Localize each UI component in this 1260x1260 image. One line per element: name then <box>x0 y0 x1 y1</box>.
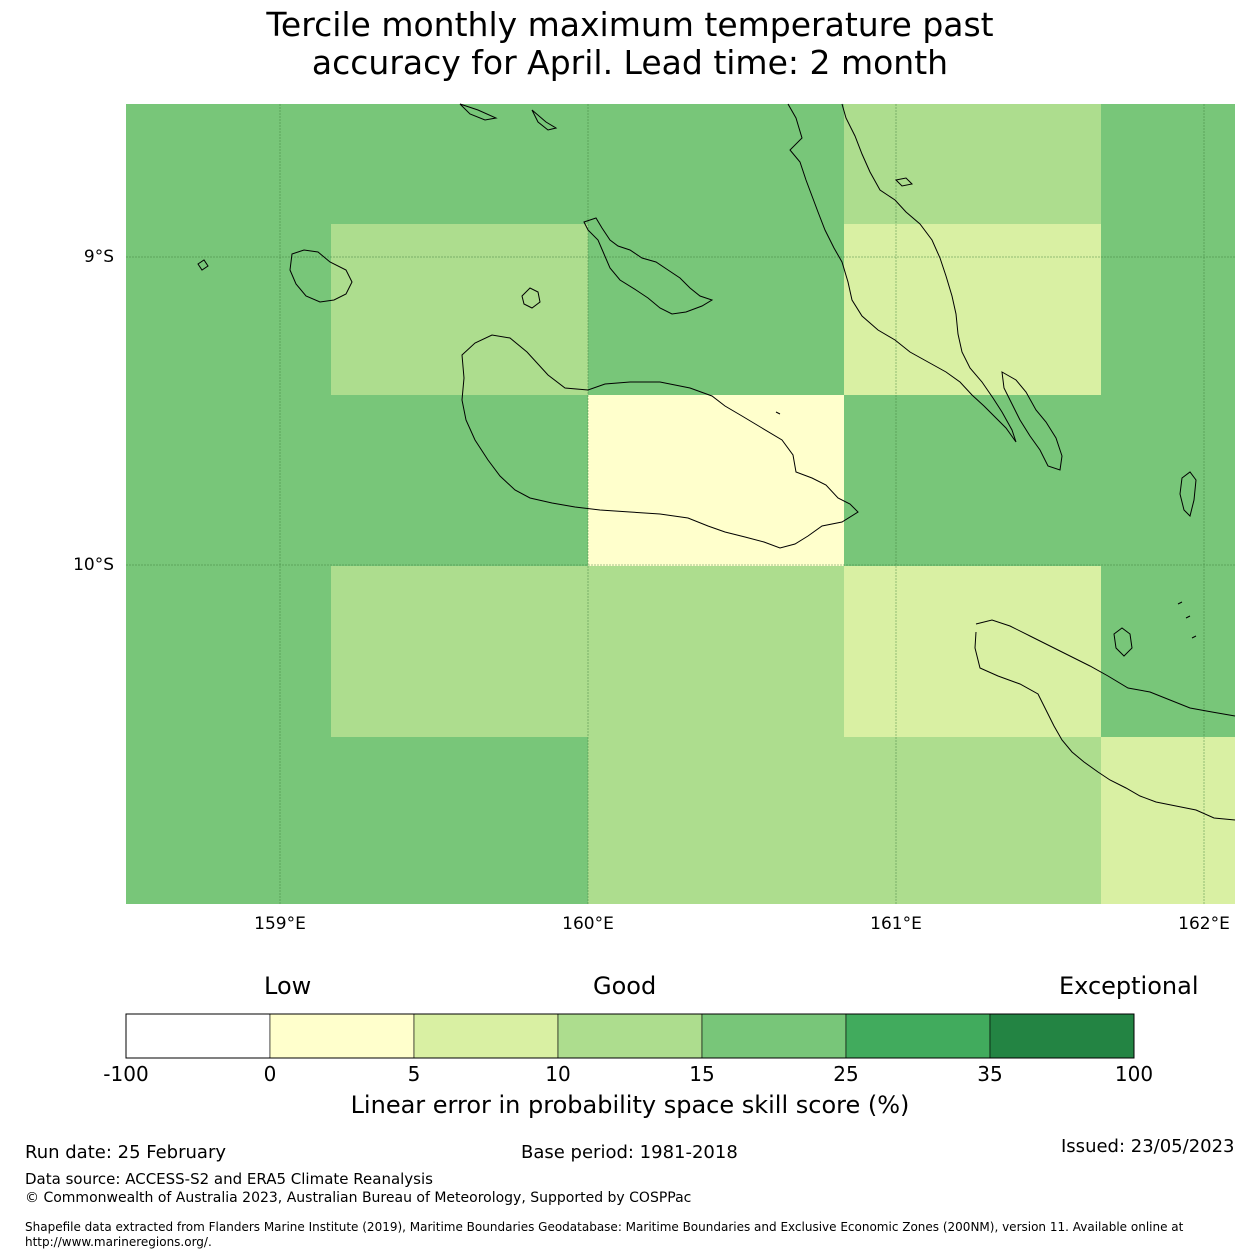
coastline-ulawa <box>1113 627 1133 657</box>
coastline-savo <box>521 287 541 309</box>
colorbar-tick: 5 <box>407 1062 421 1086</box>
coastline-small-malaita <box>1001 371 1063 471</box>
colorbar-tick: 0 <box>263 1062 277 1086</box>
colorbar <box>125 1013 1135 1059</box>
colorbar-tick: -100 <box>103 1062 149 1086</box>
colorbar-segment <box>413 1013 559 1059</box>
lon-label-161e: 161°E <box>870 914 922 934</box>
skill-grid <box>126 104 1235 904</box>
coastline-small-islets <box>775 177 1197 639</box>
grid-cell <box>844 395 1235 566</box>
coastline-malaita <box>787 103 1017 443</box>
colorbar-tick: 35 <box>977 1062 1003 1086</box>
colorbar-tick: 100 <box>1114 1062 1154 1086</box>
grid-cell <box>1101 104 1235 224</box>
grid-cell <box>126 737 588 904</box>
colorbar-segment <box>701 1013 847 1059</box>
grid-cell <box>588 224 844 395</box>
coastline-makira <box>974 619 1236 821</box>
colorbar-segment <box>269 1013 415 1059</box>
coastline-guadalcanal <box>461 334 859 549</box>
colorbar-title: Linear error in probability space skill … <box>350 1091 910 1119</box>
grid-cell <box>331 566 844 737</box>
base-period: Base period: 1981-2018 <box>521 1142 738 1163</box>
grid-cell <box>1101 566 1235 737</box>
lat-label-10s: 10°S <box>73 555 114 575</box>
map-title: Tercile monthly maximum temperature past… <box>0 6 1260 82</box>
grid-cell <box>126 224 331 395</box>
coastline-east-islet <box>1179 471 1197 517</box>
category-low: Low <box>264 972 312 1000</box>
data-source: Data source: ACCESS-S2 and ERA5 Climate … <box>25 1170 433 1188</box>
grid-cell <box>331 224 588 395</box>
grid-cell <box>588 395 844 566</box>
category-exceptional: Exceptional <box>1059 972 1199 1000</box>
colorbar-segment <box>125 1013 271 1059</box>
copyright: © Commonwealth of Australia 2023, Austra… <box>25 1190 692 1206</box>
shapefile-credit: Shapefile data extracted from Flanders M… <box>25 1220 1184 1249</box>
category-good: Good <box>593 972 657 1000</box>
lat-label-9s: 9°S <box>84 247 114 267</box>
colorbar-tick: 15 <box>689 1062 715 1086</box>
grid-cell <box>126 104 844 224</box>
coastline-russell <box>289 249 353 303</box>
grid-cell <box>1101 737 1235 904</box>
colorbar-tick: 25 <box>833 1062 859 1086</box>
grid-cell <box>1101 224 1235 395</box>
axis-labels: 9°S 10°S 159°E 160°E 161°E 162°E <box>73 247 1230 934</box>
issued-date: Issued: 23/05/2023 <box>1061 1136 1235 1157</box>
colorbar-tick: 10 <box>545 1062 571 1086</box>
colorbar-segment <box>557 1013 703 1059</box>
coastlines <box>197 103 1236 821</box>
grid-cell <box>126 395 588 566</box>
title-line-1: Tercile monthly maximum temperature past <box>266 5 994 44</box>
coastline-north-islets <box>459 103 558 131</box>
grid-cell <box>844 104 1101 224</box>
grid-cell <box>844 224 1101 395</box>
lon-label-159e: 159°E <box>254 914 306 934</box>
lon-label-162e: 162°E <box>1178 914 1230 934</box>
colorbar-segment <box>989 1013 1135 1059</box>
coastline-nggela <box>583 217 714 315</box>
lon-label-160e: 160°E <box>562 914 614 934</box>
graticule <box>126 104 1235 904</box>
grid-cell <box>588 737 1101 904</box>
grid-cell <box>126 566 331 737</box>
grid-cell <box>844 566 1101 737</box>
coastline-west-islet <box>197 259 209 271</box>
run-date: Run date: 25 February <box>25 1142 226 1163</box>
colorbar-frame <box>125 1013 1135 1059</box>
title-line-2: accuracy for April. Lead time: 2 month <box>311 43 949 82</box>
colorbar-segment <box>845 1013 991 1059</box>
